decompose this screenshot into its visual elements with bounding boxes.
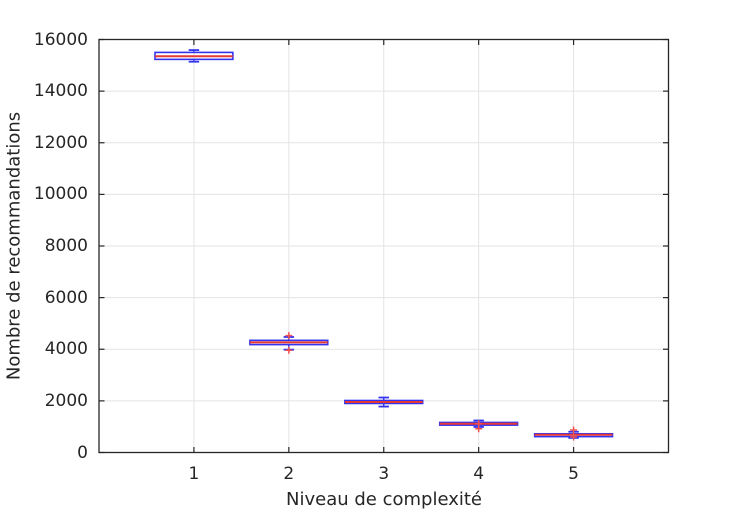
outlier-marker: [475, 425, 483, 433]
y-tick-label: 0: [77, 442, 88, 463]
x-tick-label: 5: [568, 464, 579, 484]
y-tick-label: 14000: [33, 81, 88, 102]
outlier-marker: [285, 332, 293, 340]
y-tick-label: 2000: [44, 390, 88, 411]
outlier-marker: [285, 346, 293, 354]
y-tick-label: 16000: [33, 29, 88, 50]
y-axis-title: Nombre de recommandations: [3, 111, 25, 381]
y-tick-label: 10000: [33, 184, 88, 205]
y-tick-label: 6000: [44, 287, 88, 308]
outlier-marker: [570, 433, 578, 441]
x-tick-label: 3: [378, 464, 390, 484]
y-tick-label: 4000: [44, 339, 88, 360]
x-axis-title: Niveau de complexité: [286, 489, 482, 510]
x-tick-label: 2: [283, 464, 295, 484]
y-tick-label: 12000: [33, 132, 88, 153]
x-tick-label: 1: [188, 464, 200, 484]
outlier-marker: [570, 426, 578, 434]
y-tick-label: 8000: [44, 236, 88, 256]
x-tick-label: 4: [473, 464, 485, 484]
